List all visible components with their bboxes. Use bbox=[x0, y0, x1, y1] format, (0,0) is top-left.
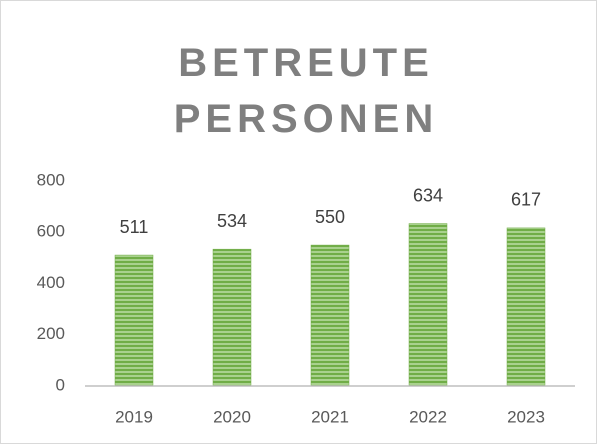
y-tick-label: 400 bbox=[37, 273, 65, 292]
y-tick-label: 600 bbox=[37, 222, 65, 241]
bar bbox=[212, 248, 252, 387]
data-label: 634 bbox=[413, 185, 443, 205]
bar bbox=[506, 227, 546, 387]
x-tick-label: 2022 bbox=[409, 407, 447, 426]
x-tick-label: 2019 bbox=[115, 407, 153, 426]
y-tick-label: 200 bbox=[37, 324, 65, 343]
x-tick-label: 2023 bbox=[507, 407, 545, 426]
data-label: 617 bbox=[511, 190, 541, 210]
data-label: 534 bbox=[217, 211, 247, 231]
chart-title: BETREUTE PERSONEN bbox=[173, 41, 439, 141]
bar bbox=[114, 254, 154, 387]
x-tick-label: 2021 bbox=[311, 407, 349, 426]
data-label: 511 bbox=[120, 217, 149, 237]
y-tick-label: 800 bbox=[37, 170, 65, 189]
data-label: 550 bbox=[315, 207, 345, 227]
bar bbox=[310, 244, 350, 387]
x-tick-label: 2020 bbox=[213, 407, 251, 426]
y-tick-label: 0 bbox=[56, 375, 65, 394]
bar bbox=[408, 223, 448, 387]
